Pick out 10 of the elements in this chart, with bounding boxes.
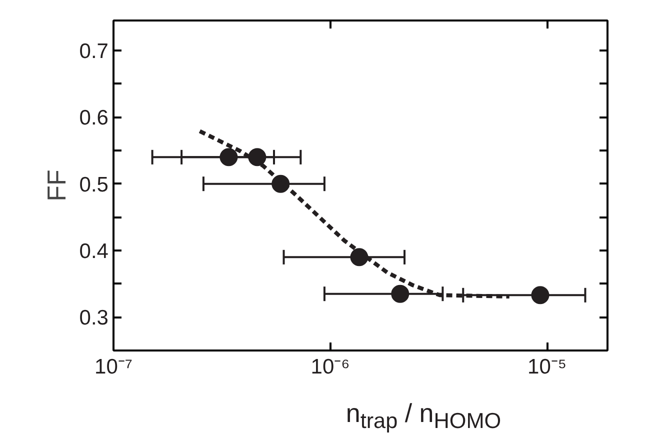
x-tick-label: 10⁻⁶ [310, 356, 350, 378]
x-tick-label: 10⁻⁷ [94, 356, 132, 378]
y-tick-label: 0.4 [79, 240, 109, 263]
y-tick-label: 0.3 [79, 306, 109, 330]
y-tick-label: 0.7 [79, 40, 109, 63]
y-axis-title: FF [41, 170, 72, 202]
y-tick-label: 0.5 [79, 173, 109, 196]
y-tick-label: 0.6 [79, 106, 109, 130]
x-tick-label: 10⁻⁵ [528, 356, 567, 378]
x-axis-title: n$_{trap}$ / n$_{HOMO}$ [346, 398, 502, 434]
